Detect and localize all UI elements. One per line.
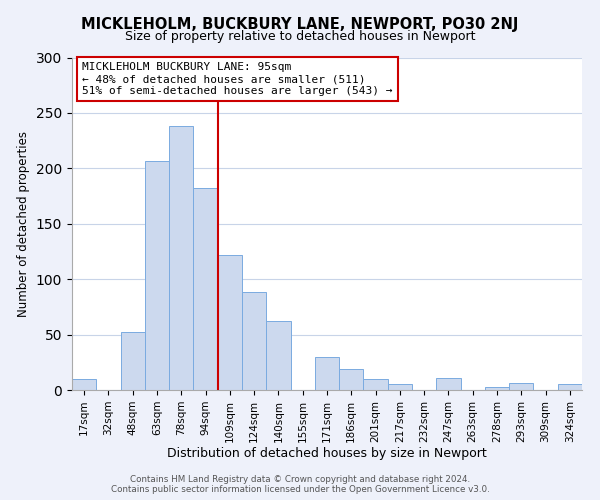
Bar xyxy=(509,384,533,390)
Bar xyxy=(558,384,582,390)
Bar xyxy=(485,386,509,390)
Bar xyxy=(218,255,242,390)
Y-axis label: Number of detached properties: Number of detached properties xyxy=(17,130,31,317)
Bar xyxy=(315,357,339,390)
Text: MICKLEHOLM, BUCKBURY LANE, NEWPORT, PO30 2NJ: MICKLEHOLM, BUCKBURY LANE, NEWPORT, PO30… xyxy=(82,18,518,32)
Text: MICKLEHOLM BUCKBURY LANE: 95sqm
← 48% of detached houses are smaller (511)
51% o: MICKLEHOLM BUCKBURY LANE: 95sqm ← 48% of… xyxy=(82,62,392,96)
Text: Contains HM Land Registry data © Crown copyright and database right 2024.
Contai: Contains HM Land Registry data © Crown c… xyxy=(110,474,490,494)
X-axis label: Distribution of detached houses by size in Newport: Distribution of detached houses by size … xyxy=(167,448,487,460)
Text: Size of property relative to detached houses in Newport: Size of property relative to detached ho… xyxy=(125,30,475,43)
Bar xyxy=(121,332,145,390)
Bar xyxy=(364,379,388,390)
Bar xyxy=(266,322,290,390)
Bar xyxy=(145,160,169,390)
Bar xyxy=(193,188,218,390)
Bar xyxy=(72,379,96,390)
Bar xyxy=(169,126,193,390)
Bar xyxy=(339,369,364,390)
Bar xyxy=(242,292,266,390)
Bar xyxy=(436,378,461,390)
Bar xyxy=(388,384,412,390)
